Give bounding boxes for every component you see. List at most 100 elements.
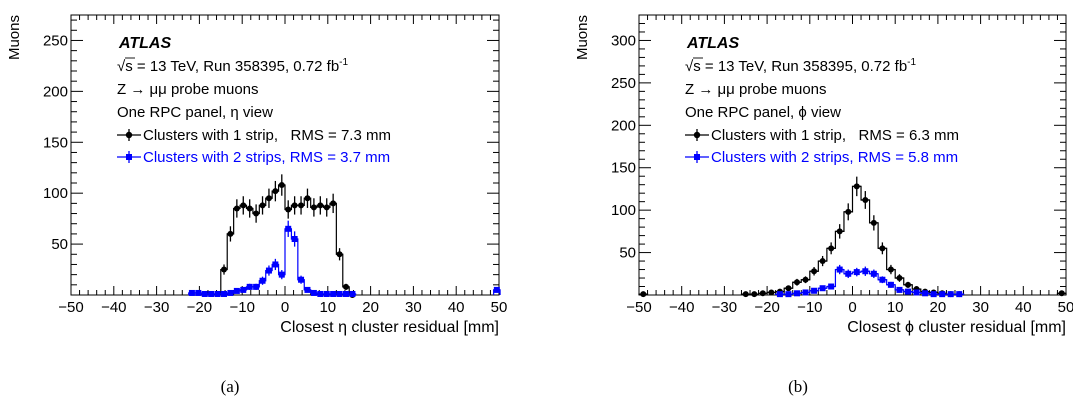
panel-label: (a) [221,377,240,396]
data-point-marker [253,210,260,217]
y-tick-label: 100 [611,202,636,219]
y-tick-label: 200 [43,83,68,100]
process-annotation: Z → μμ probe muons [117,81,259,98]
data-point-marker [330,200,337,207]
x-tick-label: −40 [101,299,126,316]
data-point-marker [265,267,272,274]
y-tick-label: 250 [611,75,636,92]
data-point-marker [896,275,903,282]
data-point-marker [304,195,311,202]
series-two-strips [775,264,965,298]
data-point-marker [947,291,954,298]
series-one-strip [638,176,1067,298]
legend-label: Clusters with 2 strips, RMS = 3.7 mm [143,149,390,166]
data-point-marker [819,285,826,292]
x-tick-label: 30 [972,299,989,316]
series-two-strips [188,220,501,297]
data-point-marker [259,277,266,284]
data-point-marker [272,261,279,268]
data-point-marker [905,281,912,288]
data-point-marker [221,290,228,297]
legend-entry: Clusters with 1 strip, RMS = 6.3 mm [685,127,959,144]
histogram-step-line [638,185,1067,295]
data-point-marker [265,195,272,202]
data-point-marker [836,228,843,235]
data-point-marker [887,281,894,288]
data-point-marker [802,289,809,296]
data-point-marker [298,276,305,283]
data-point-marker [905,288,912,295]
x-tick-label: 20 [362,299,379,316]
data-point-marker [342,290,349,297]
data-point-marker [785,291,792,298]
data-point-marker [896,286,903,293]
energy-annotation-text: √s = 13 TeV, Run 358395, 0.72 fb [117,58,339,75]
y-tick-label: 150 [43,134,68,151]
data-point-marker [323,290,330,297]
experiment-label: ATLAS [686,35,739,52]
data-point-marker [802,276,809,283]
data-point-marker [310,204,317,211]
y-axis-label: Muons [574,15,591,60]
y-tick-label: 200 [611,117,636,134]
data-point-marker [879,276,886,283]
data-point-marker [751,291,758,298]
data-point-marker [922,290,929,297]
x-tick-label: 50 [491,299,508,316]
chart-panel-b: −50 −40 −30 −20 −10 0 10 20 30 40 50 50 100 150 200 250… [574,14,1073,396]
energy-annotation: √s = 13 TeV, Run 358395, 0.72 fb-1 [685,57,917,75]
x-tick-label: 20 [930,299,947,316]
y-tick-label: 100 [43,185,68,202]
data-point-marker [845,270,852,277]
energy-annotation-text: √s = 13 TeV, Run 358395, 0.72 fb [685,58,907,75]
data-point-marker [845,208,852,215]
data-point-marker [879,245,886,252]
data-point-marker [240,286,247,293]
x-tick-label: −50 [58,299,83,316]
legend-entry: Clusters with 1 strip, RMS = 7.3 mm [117,127,391,144]
data-point-marker [1058,290,1065,297]
legend-label: Clusters with 2 strips, RMS = 5.8 mm [711,149,958,166]
series-one-strip [220,174,356,298]
data-point-marker [246,283,253,290]
data-point-marker [188,289,195,296]
data-point-marker [246,205,253,212]
data-point-marker [862,268,869,275]
data-point-marker [640,291,647,298]
data-point-marker [828,245,835,252]
data-point-marker [201,290,208,297]
data-point-marker [836,266,843,273]
y-tick-label: 250 [43,32,68,49]
data-point-marker [310,289,317,296]
data-point-marker [862,196,869,203]
energy-annotation: √s = 13 TeV, Run 358395, 0.72 fb-1 [117,57,349,75]
x-tick-label: 0 [281,299,289,316]
y-tick-label: 50 [51,236,68,253]
x-tick-label: 40 [1015,299,1032,316]
data-point-marker [317,202,324,209]
data-point-marker [493,286,500,293]
data-point-marker [819,258,826,265]
legend-entry: Clusters with 2 strips, RMS = 5.8 mm [685,149,958,166]
data-point-marker [240,202,247,209]
x-tick-label: −10 [229,299,254,316]
data-point-marker [291,236,298,242]
data-point-marker [195,289,202,296]
y-tick-label: 150 [611,160,636,177]
x-tick-label: 10 [887,299,904,316]
data-point-marker [285,225,292,232]
data-point-marker [291,202,298,209]
legend-entry: Clusters with 2 strips, RMS = 3.7 mm [117,149,390,166]
x-tick-label: −40 [669,299,694,316]
data-point-marker [887,266,894,273]
data-point-marker [870,219,877,226]
data-point-marker [227,230,234,237]
data-point-marker [317,290,324,297]
view-annotation: One RPC panel, η view [117,104,273,121]
data-point-marker [768,289,775,296]
data-point-marker [259,202,266,209]
data-point-marker [330,290,337,297]
lumi-superscript: -1 [907,57,916,68]
legend-marker [126,154,132,160]
